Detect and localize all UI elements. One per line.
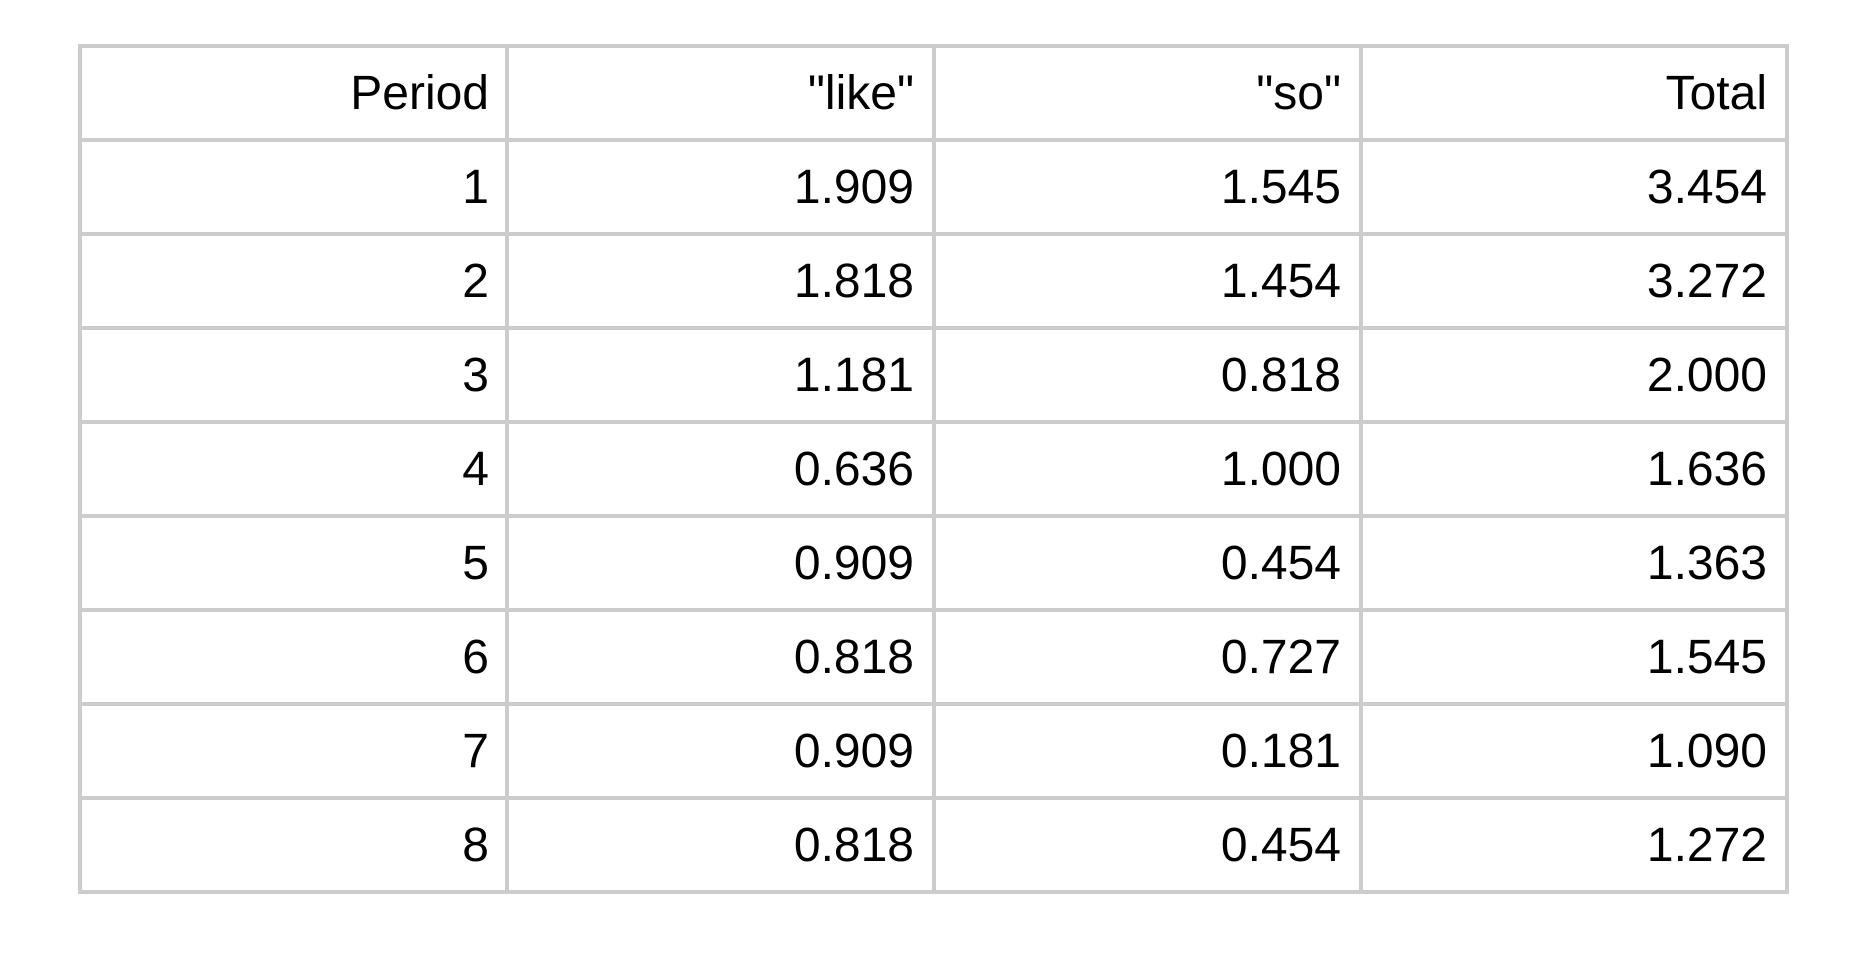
cell-period: 3 xyxy=(78,326,509,424)
column-header-so: "so" xyxy=(932,44,1363,142)
table-container: Period "like" "so" Total 1 1.909 1.545 3… xyxy=(78,44,1789,894)
table-row: 2 1.818 1.454 3.272 xyxy=(78,232,1789,330)
table-row: 6 0.818 0.727 1.545 xyxy=(78,608,1789,706)
cell-so: 0.181 xyxy=(932,702,1363,800)
cell-period: 2 xyxy=(78,232,509,330)
data-table: Period "like" "so" Total 1 1.909 1.545 3… xyxy=(78,44,1789,894)
table-header-row: Period "like" "so" Total xyxy=(78,44,1789,142)
cell-like: 0.818 xyxy=(505,608,936,706)
cell-like: 0.909 xyxy=(505,514,936,612)
cell-total: 3.272 xyxy=(1359,232,1789,330)
cell-total: 1.545 xyxy=(1359,608,1789,706)
cell-total: 3.454 xyxy=(1359,138,1789,236)
table-row: 3 1.181 0.818 2.000 xyxy=(78,326,1789,424)
cell-like: 1.909 xyxy=(505,138,936,236)
cell-like: 0.909 xyxy=(505,702,936,800)
cell-like: 0.818 xyxy=(505,796,936,894)
cell-period: 5 xyxy=(78,514,509,612)
cell-so: 0.727 xyxy=(932,608,1363,706)
column-header-period: Period xyxy=(78,44,509,142)
cell-period: 8 xyxy=(78,796,509,894)
cell-so: 1.000 xyxy=(932,420,1363,518)
cell-total: 1.363 xyxy=(1359,514,1789,612)
table-row: 1 1.909 1.545 3.454 xyxy=(78,138,1789,236)
cell-so: 0.454 xyxy=(932,514,1363,612)
table-row: 7 0.909 0.181 1.090 xyxy=(78,702,1789,800)
table-row: 5 0.909 0.454 1.363 xyxy=(78,514,1789,612)
table-row: 4 0.636 1.000 1.636 xyxy=(78,420,1789,518)
cell-like: 0.636 xyxy=(505,420,936,518)
cell-so: 1.454 xyxy=(932,232,1363,330)
column-header-like: "like" xyxy=(505,44,936,142)
cell-so: 1.545 xyxy=(932,138,1363,236)
cell-period: 6 xyxy=(78,608,509,706)
cell-period: 7 xyxy=(78,702,509,800)
cell-like: 1.181 xyxy=(505,326,936,424)
cell-like: 1.818 xyxy=(505,232,936,330)
cell-total: 1.272 xyxy=(1359,796,1789,894)
cell-total: 1.090 xyxy=(1359,702,1789,800)
cell-so: 0.818 xyxy=(932,326,1363,424)
table-row: 8 0.818 0.454 1.272 xyxy=(78,796,1789,894)
cell-so: 0.454 xyxy=(932,796,1363,894)
column-header-total: Total xyxy=(1359,44,1789,142)
cell-total: 2.000 xyxy=(1359,326,1789,424)
cell-period: 4 xyxy=(78,420,509,518)
cell-period: 1 xyxy=(78,138,509,236)
cell-total: 1.636 xyxy=(1359,420,1789,518)
